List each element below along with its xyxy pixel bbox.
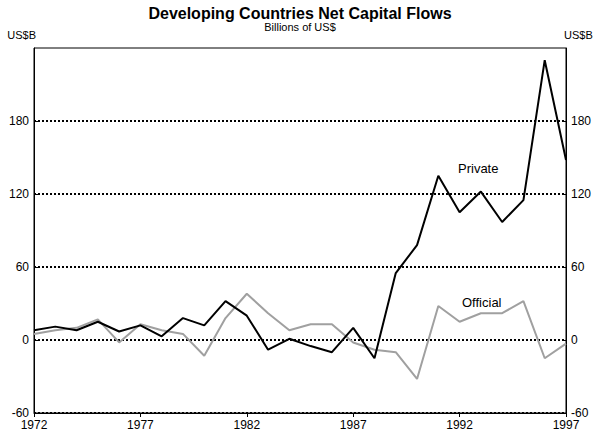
svg-text:180: 180 bbox=[9, 114, 29, 128]
svg-text:Official: Official bbox=[462, 295, 502, 310]
svg-text:1987: 1987 bbox=[340, 418, 367, 432]
svg-text:180: 180 bbox=[571, 114, 591, 128]
svg-text:1982: 1982 bbox=[233, 418, 260, 432]
svg-text:-60: -60 bbox=[571, 406, 589, 420]
svg-text:0: 0 bbox=[571, 333, 578, 347]
svg-text:1972: 1972 bbox=[21, 418, 48, 432]
svg-text:0: 0 bbox=[22, 333, 29, 347]
svg-text:120: 120 bbox=[9, 187, 29, 201]
svg-text:60: 60 bbox=[571, 260, 585, 274]
svg-text:120: 120 bbox=[571, 187, 591, 201]
svg-text:US$B: US$B bbox=[564, 29, 593, 41]
svg-text:Private: Private bbox=[458, 161, 498, 176]
svg-text:60: 60 bbox=[16, 260, 30, 274]
svg-text:Billions of US$: Billions of US$ bbox=[264, 21, 336, 33]
svg-text:US$B: US$B bbox=[7, 29, 36, 41]
svg-text:1992: 1992 bbox=[446, 418, 473, 432]
svg-text:Developing Countries Net Capit: Developing Countries Net Capital Flows bbox=[148, 5, 451, 22]
svg-text:1977: 1977 bbox=[127, 418, 154, 432]
svg-text:-60: -60 bbox=[11, 406, 29, 420]
svg-text:1997: 1997 bbox=[553, 418, 580, 432]
